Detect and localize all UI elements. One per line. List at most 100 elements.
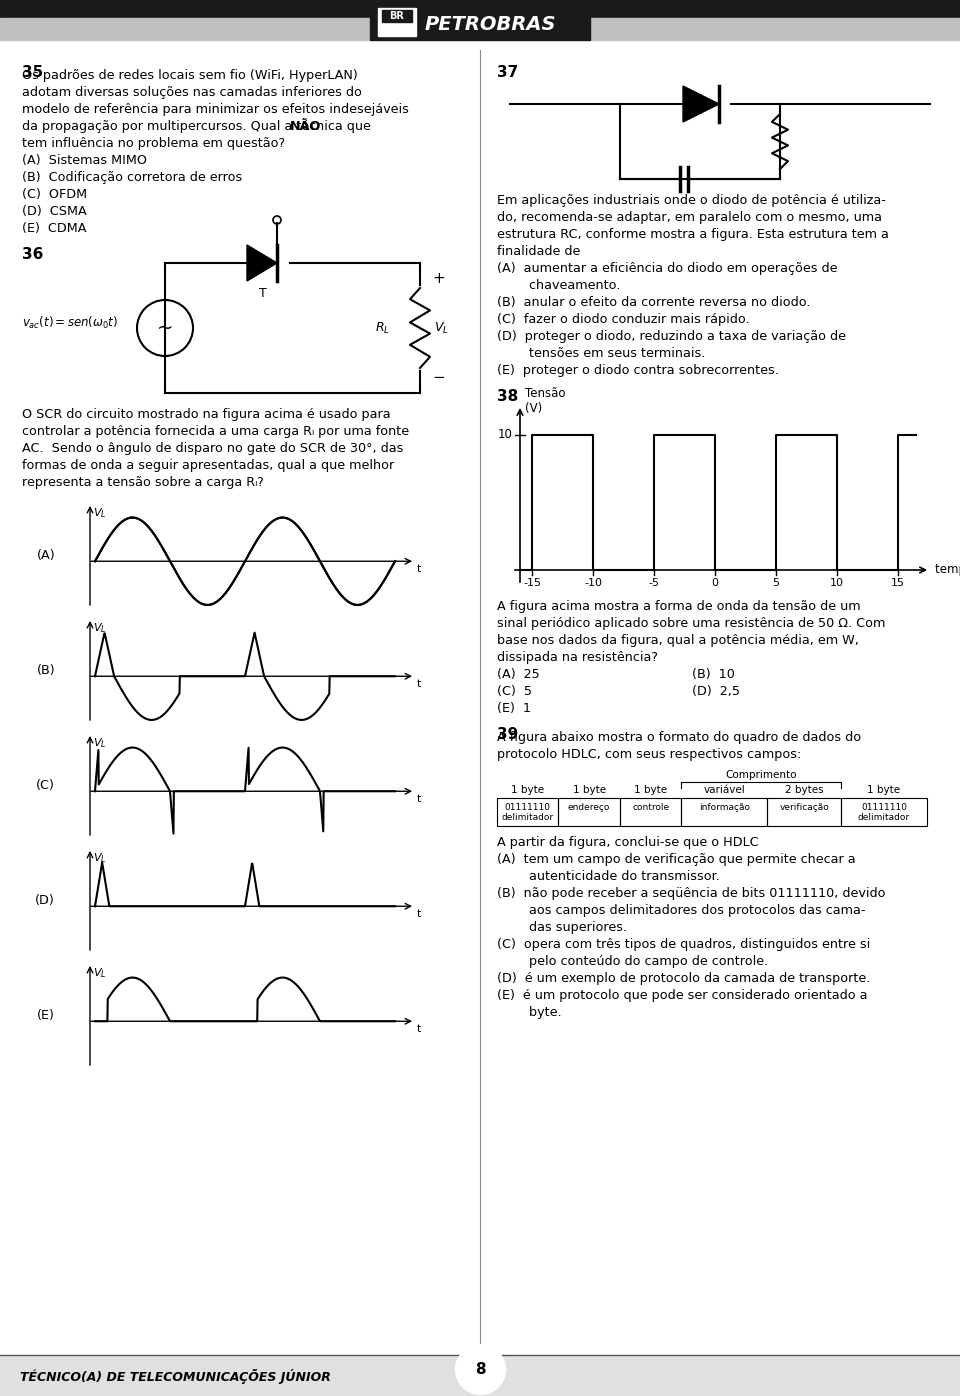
Text: (V): (V) [525,402,542,415]
Text: (D)  proteger o diodo, reduzindo a taxa de variação de: (D) proteger o diodo, reduzindo a taxa d… [497,329,846,343]
Text: NÃO: NÃO [290,120,321,133]
Text: do, recomenda-se adaptar, em paralelo com o mesmo, uma: do, recomenda-se adaptar, em paralelo co… [497,211,882,223]
Text: t: t [417,794,421,804]
Bar [0,0,960,18]
Bar [370,6,590,40]
Text: 0: 0 [711,578,718,588]
Text: autenticidade do transmissor.: autenticidade do transmissor. [497,870,720,884]
Text: (B)  10: (B) 10 [692,669,734,681]
Text: (A)  25: (A) 25 [497,669,540,681]
Text: -5: -5 [649,578,660,588]
Text: A figura acima mostra a forma de onda da tensão de um: A figura acima mostra a forma de onda da… [497,600,860,613]
Text: protocolo HDLC, com seus respectivos campos:: protocolo HDLC, com seus respectivos cam… [497,748,802,761]
Text: $R_L$: $R_L$ [375,321,390,335]
Text: Tensão: Tensão [525,387,565,401]
Text: 10: 10 [498,429,513,441]
Text: AC.  Sendo o ângulo de disparo no gate do SCR de 30°, das: AC. Sendo o ângulo de disparo no gate do… [22,443,403,455]
Text: 39: 39 [497,727,518,743]
Text: A figura abaixo mostra o formato do quadro de dados do: A figura abaixo mostra o formato do quad… [497,732,861,744]
Text: 01111110: 01111110 [861,804,907,812]
Text: $V_L$: $V_L$ [93,505,107,519]
Bar [0,18,370,40]
Text: $V_L$: $V_L$ [93,621,107,635]
Text: controlar a potência fornecida a uma carga Rₗ por uma fonte: controlar a potência fornecida a uma car… [22,424,409,438]
Text: 1 byte: 1 byte [572,785,606,794]
Text: 38: 38 [497,389,518,403]
Text: (C)  fazer o diodo conduzir mais rápido.: (C) fazer o diodo conduzir mais rápido. [497,313,750,327]
Text: modelo de referência para minimizar os efeitos indesejáveis: modelo de referência para minimizar os e… [22,103,409,116]
Text: delimitador: delimitador [858,814,910,822]
Text: 01111110: 01111110 [505,804,551,812]
Text: (D)  2,5: (D) 2,5 [692,685,740,698]
Text: estrutura RC, conforme mostra a figura. Esta estrutura tem a: estrutura RC, conforme mostra a figura. … [497,228,889,242]
Text: Comprimento: Comprimento [726,771,797,780]
Text: t: t [417,909,421,919]
Text: (E)  1: (E) 1 [497,702,531,715]
Text: formas de onda a seguir apresentadas, qual a que melhor: formas de onda a seguir apresentadas, qu… [22,459,395,472]
Text: t: t [417,680,421,690]
Text: +: + [432,271,444,286]
Bar [767,799,841,826]
Text: controle: controle [632,804,669,812]
Text: 15: 15 [891,578,905,588]
Bar [0,1356,960,1396]
Text: (B)  não pode receber a seqüência de bits 01111110, devido: (B) não pode receber a seqüência de bits… [497,886,885,900]
Bar [382,10,412,22]
Text: (D)  é um exemplo de protocolo da camada de transporte.: (D) é um exemplo de protocolo da camada … [497,972,871,986]
Bar [841,799,927,826]
Text: (A)  Sistemas MIMO: (A) Sistemas MIMO [22,154,147,168]
Text: (E)  proteger o diodo contra sobrecorrentes.: (E) proteger o diodo contra sobrecorrent… [497,364,779,377]
Text: (B)  Codificação corretora de erros: (B) Codificação corretora de erros [22,170,242,184]
Text: −: − [432,370,444,385]
Text: byte.: byte. [497,1007,562,1019]
Text: Os padrões de redes locais sem fio (WiFi, HyperLAN): Os padrões de redes locais sem fio (WiFi… [22,68,358,82]
Text: sinal periódico aplicado sobre uma resistência de 50 Ω. Com: sinal periódico aplicado sobre uma resis… [497,617,885,630]
Text: (C)  5: (C) 5 [497,685,532,698]
Text: 10: 10 [829,578,844,588]
Text: tempo (ms): tempo (ms) [935,564,960,577]
Text: (A)  tem um campo de verificação que permite checar a: (A) tem um campo de verificação que perm… [497,853,855,866]
Text: t: t [417,1025,421,1034]
Text: (D)  CSMA: (D) CSMA [22,205,86,218]
Text: chaveamento.: chaveamento. [497,279,620,292]
Text: aos campos delimitadores dos protocolos das cama-: aos campos delimitadores dos protocolos … [497,905,866,917]
Text: 1 byte: 1 byte [634,785,667,794]
Text: 1 byte: 1 byte [511,785,544,794]
Text: -15: -15 [523,578,541,588]
Text: Em aplicações industriais onde o diodo de potência é utiliza-: Em aplicações industriais onde o diodo d… [497,194,886,207]
Bar [620,799,682,826]
Text: A partir da figura, conclui-se que o HDLC: A partir da figura, conclui-se que o HDL… [497,836,758,849]
Bar [497,799,559,826]
Text: $v_{ac}(t) = sen(\omega_0 t)$: $v_{ac}(t) = sen(\omega_0 t)$ [22,315,118,331]
Text: T: T [259,288,267,300]
Text: tem influência no problema em questão?: tem influência no problema em questão? [22,137,285,149]
Circle shape [462,1351,498,1388]
Text: 35: 35 [22,66,43,80]
Text: PETROBRAS: PETROBRAS [424,14,556,34]
Bar [378,8,416,36]
Bar [559,799,620,826]
Text: $V_L$: $V_L$ [93,966,107,980]
Text: 37: 37 [497,66,518,80]
Text: (B): (B) [36,664,55,677]
Text: -10: -10 [584,578,602,588]
Text: (C)  OFDM: (C) OFDM [22,188,87,201]
Text: O SCR do circuito mostrado na figura acima é usado para: O SCR do circuito mostrado na figura aci… [22,408,391,422]
Text: informação: informação [699,804,750,812]
Polygon shape [247,246,277,281]
Text: pelo conteúdo do campo de controle.: pelo conteúdo do campo de controle. [497,955,768,967]
Text: (E)  é um protocolo que pode ser considerado orientado a: (E) é um protocolo que pode ser consider… [497,988,868,1002]
Text: 1 byte: 1 byte [868,785,900,794]
Text: adotam diversas soluções nas camadas inferiores do: adotam diversas soluções nas camadas inf… [22,87,362,99]
Text: (A): (A) [36,549,55,563]
Text: (C)  opera com três tipos de quadros, distinguidos entre si: (C) opera com três tipos de quadros, dis… [497,938,871,951]
Text: representa a tensão sobre a carga Rₗ?: representa a tensão sobre a carga Rₗ? [22,476,264,489]
Text: $V_L$: $V_L$ [93,736,107,750]
Text: 2 bytes: 2 bytes [785,785,824,794]
Text: base nos dados da figura, qual a potência média, em W,: base nos dados da figura, qual a potênci… [497,634,859,646]
Polygon shape [683,87,719,121]
Bar [682,799,767,826]
Text: (D): (D) [36,893,55,907]
Text: finalidade de: finalidade de [497,246,581,258]
Text: (A)  aumentar a eficiência do diodo em operações de: (A) aumentar a eficiência do diodo em op… [497,262,837,275]
